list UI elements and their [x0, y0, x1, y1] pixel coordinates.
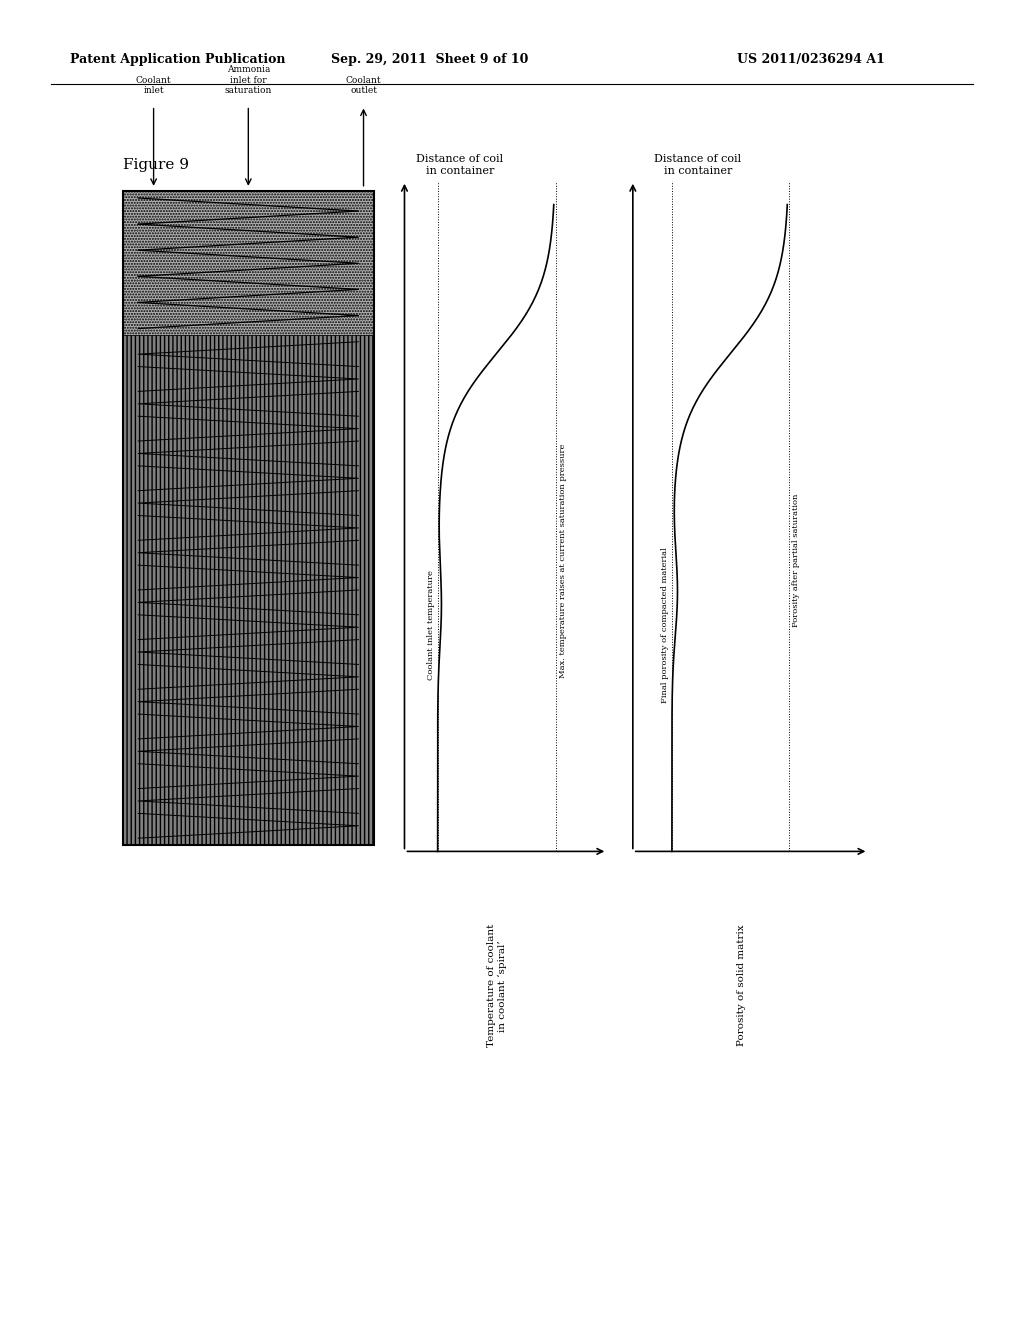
Bar — [123, 335, 374, 845]
Text: Porosity of solid matrix: Porosity of solid matrix — [737, 924, 745, 1045]
Text: Max. temperature raises at current saturation pressure: Max. temperature raises at current satur… — [559, 444, 566, 677]
Text: Figure 9: Figure 9 — [123, 158, 188, 172]
Text: US 2011/0236294 A1: US 2011/0236294 A1 — [737, 53, 885, 66]
Text: Coolant
outlet: Coolant outlet — [346, 75, 381, 95]
Text: Porosity after partial saturation: Porosity after partial saturation — [793, 494, 800, 627]
Bar — [123, 191, 374, 845]
Text: Ammonia
inlet for
saturation: Ammonia inlet for saturation — [224, 65, 272, 95]
Text: Sep. 29, 2011  Sheet 9 of 10: Sep. 29, 2011 Sheet 9 of 10 — [332, 53, 528, 66]
Text: Distance of coil
in container: Distance of coil in container — [416, 154, 504, 176]
Text: Final porosity of compacted material: Final porosity of compacted material — [660, 548, 669, 702]
Text: Coolant
inlet: Coolant inlet — [136, 75, 171, 95]
Text: Patent Application Publication: Patent Application Publication — [70, 53, 285, 66]
Text: Distance of coil
in container: Distance of coil in container — [654, 154, 741, 176]
Bar — [123, 191, 374, 335]
Text: Temperature of coolant
in coolant ‘spiral’: Temperature of coolant in coolant ‘spira… — [486, 924, 507, 1047]
Text: Coolant inlet temperature: Coolant inlet temperature — [427, 570, 434, 680]
